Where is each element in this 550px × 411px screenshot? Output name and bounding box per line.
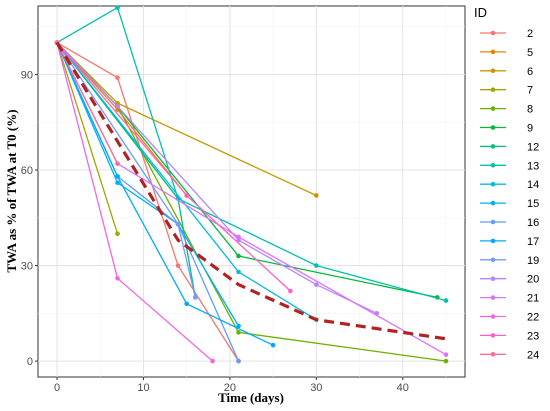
y-axis-title: TWA as % of TWA at T0 (%) <box>4 109 19 272</box>
trend-line <box>55 41 447 341</box>
series-line-17 <box>56 42 274 346</box>
plot-panel <box>37 5 466 378</box>
legend-title: ID <box>474 5 487 20</box>
x-tick-label: 40 <box>397 382 409 394</box>
axis-ticks: 0 10 20 30 40 0 30 60 90 <box>21 69 409 394</box>
data-point-17 <box>270 342 276 348</box>
data-point-20 <box>314 282 319 287</box>
legend-label-15: 15 <box>527 198 539 210</box>
legend-label-14: 14 <box>527 179 539 191</box>
x-tick-label: 30 <box>310 382 322 394</box>
y-tick-label: 30 <box>21 261 33 273</box>
series-line-24 <box>56 42 119 164</box>
data-point-20 <box>236 237 241 243</box>
data-point-20 <box>115 104 120 109</box>
data-point-2 <box>175 263 181 268</box>
trend-line-path <box>55 41 447 341</box>
legend-label-22: 22 <box>527 312 539 324</box>
series-line-7 <box>56 42 119 234</box>
legend-key-point-20 <box>490 276 496 282</box>
minor-gridlines <box>38 6 465 377</box>
data-point-24 <box>115 161 120 166</box>
legend-label-6: 6 <box>527 66 533 78</box>
x-tick-label: 20 <box>224 382 236 394</box>
series-line-15 <box>56 42 240 327</box>
data-point-8 <box>443 358 449 364</box>
y-tick-label: 90 <box>21 69 33 81</box>
major-gridlines <box>38 6 465 377</box>
legend-key-point-17 <box>490 238 496 244</box>
data-point-17 <box>184 301 189 307</box>
legend-label-5: 5 <box>527 47 533 59</box>
legend-key-point-6 <box>490 68 496 74</box>
data-point-22 <box>210 358 215 364</box>
legend-label-13: 13 <box>527 160 539 172</box>
legend-key-point-8 <box>490 106 496 111</box>
legend-label-9: 9 <box>527 123 533 135</box>
data-point-21 <box>236 234 241 240</box>
legend-label-24: 24 <box>527 349 539 361</box>
legend-label-20: 20 <box>527 274 539 286</box>
legend-key-point-14 <box>490 181 496 187</box>
data-point-15 <box>115 180 120 186</box>
x-tick-label: 10 <box>137 382 149 394</box>
legend-key-point-22 <box>490 314 496 319</box>
legend-label-21: 21 <box>527 293 539 305</box>
data-point-13 <box>443 298 449 303</box>
legend-key-point-9 <box>490 125 496 130</box>
data-point-17 <box>115 174 120 179</box>
legend-key-point-24 <box>490 352 496 357</box>
legend-key-point-2 <box>490 30 496 36</box>
y-tick-label: 60 <box>21 165 33 177</box>
x-tick-label: 0 <box>54 382 60 394</box>
legend-label-23: 23 <box>527 330 539 342</box>
legend-key-point-19 <box>490 257 496 263</box>
legend-label-16: 16 <box>527 217 539 229</box>
legend-key-point-12 <box>490 144 496 149</box>
legend-label-2: 2 <box>527 28 533 40</box>
legend-key-point-16 <box>490 219 496 225</box>
data-point-19 <box>193 295 198 300</box>
x-axis-title: Time (days) <box>218 390 284 405</box>
data-point-15 <box>236 323 241 329</box>
y-tick-label: 0 <box>27 356 33 368</box>
legend-key-point-21 <box>490 295 496 300</box>
series-line-2 <box>56 42 240 362</box>
legend-label-12: 12 <box>527 141 539 153</box>
data-point-2 <box>115 75 120 80</box>
data-point-21 <box>443 352 449 358</box>
data-point-13 <box>115 5 120 10</box>
data-point-7 <box>115 231 120 236</box>
data-point-13 <box>314 263 319 268</box>
legend: 2 5 6 7 8 9 12 13 14 15 16 17 19 20 21 22 23 24 <box>480 28 539 361</box>
data-point-9 <box>236 253 241 259</box>
data-point-6 <box>314 193 319 198</box>
data-point-23 <box>288 288 293 294</box>
legend-label-17: 17 <box>527 236 539 248</box>
legend-key-point-23 <box>490 333 496 338</box>
legend-label-7: 7 <box>527 85 533 97</box>
data-point-23 <box>184 193 189 198</box>
data-point-22 <box>115 275 120 281</box>
data-point-16 <box>236 358 241 364</box>
legend-label-8: 8 <box>527 104 533 116</box>
data-point-14 <box>236 269 241 275</box>
data-point-19 <box>175 221 181 227</box>
legend-label-19: 19 <box>527 255 539 267</box>
data-point-8 <box>236 330 241 335</box>
legend-key-point-15 <box>490 200 496 206</box>
legend-key-point-7 <box>490 87 496 92</box>
legend-key-point-5 <box>490 49 496 55</box>
legend-key-point-13 <box>490 163 496 168</box>
